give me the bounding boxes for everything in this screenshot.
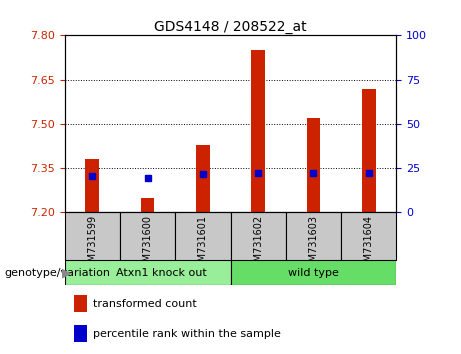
Text: genotype/variation: genotype/variation: [5, 268, 111, 278]
Text: GSM731604: GSM731604: [364, 215, 374, 274]
Bar: [230, 260, 396, 285]
Bar: [75, 325, 87, 342]
Text: GSM731601: GSM731601: [198, 215, 208, 274]
Bar: [141, 198, 154, 212]
Text: transformed count: transformed count: [93, 298, 196, 309]
Text: ▶: ▶: [62, 267, 72, 280]
Text: Atxn1 knock out: Atxn1 knock out: [116, 268, 207, 278]
Text: GSM731602: GSM731602: [253, 215, 263, 274]
Bar: [65, 212, 120, 260]
Title: GDS4148 / 208522_at: GDS4148 / 208522_at: [154, 21, 307, 34]
Text: GSM731600: GSM731600: [142, 215, 153, 274]
Bar: [251, 50, 265, 212]
Bar: [85, 159, 99, 212]
Bar: [362, 88, 376, 212]
Bar: [75, 295, 87, 312]
Text: wild type: wild type: [288, 268, 339, 278]
Bar: [196, 144, 210, 212]
Bar: [286, 212, 341, 260]
Bar: [307, 118, 320, 212]
Text: GSM731599: GSM731599: [87, 215, 97, 274]
Bar: [341, 212, 396, 260]
Text: percentile rank within the sample: percentile rank within the sample: [93, 329, 281, 339]
Bar: [65, 260, 230, 285]
Bar: [120, 212, 175, 260]
Bar: [230, 212, 286, 260]
Bar: [175, 212, 230, 260]
Text: GSM731603: GSM731603: [308, 215, 319, 274]
